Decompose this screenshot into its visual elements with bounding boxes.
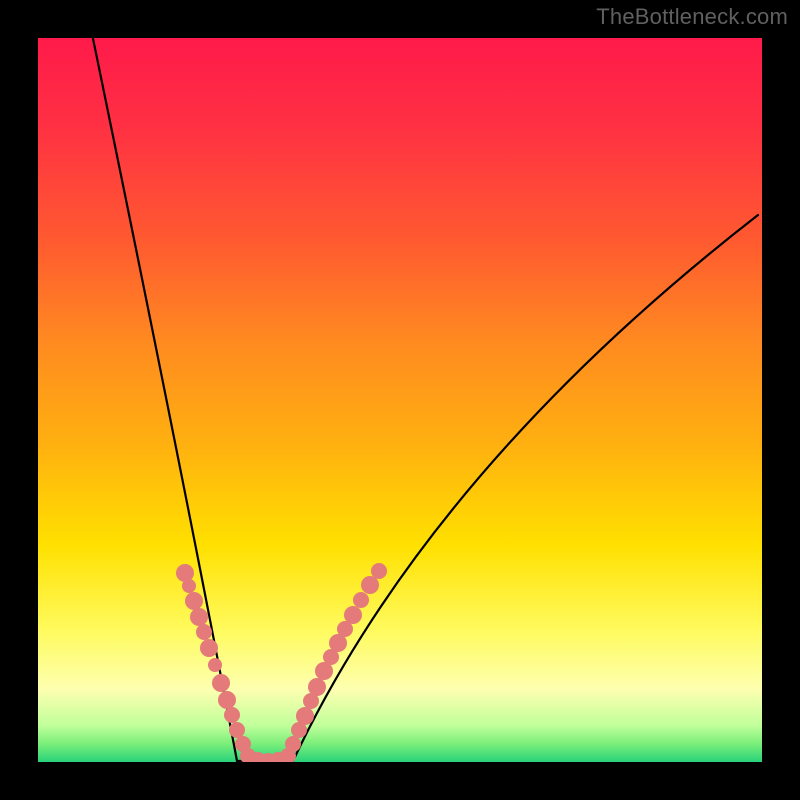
highlight-dot (196, 624, 212, 640)
gradient-plot-area (38, 38, 762, 762)
chart-container: TheBottleneck.com (0, 0, 800, 800)
highlight-dot (296, 707, 314, 725)
highlight-dot (208, 658, 222, 672)
watermark-text: TheBottleneck.com (596, 4, 788, 30)
highlight-dot (182, 579, 196, 593)
bottleneck-v-curve-chart (0, 0, 800, 800)
highlight-dot (200, 639, 218, 657)
highlight-dot (371, 563, 387, 579)
highlight-dot (353, 592, 369, 608)
highlight-dot (285, 736, 301, 752)
highlight-dot (361, 576, 379, 594)
highlight-dot (218, 691, 236, 709)
highlight-dot (229, 722, 245, 738)
highlight-dot (212, 674, 230, 692)
highlight-dot (190, 608, 208, 626)
highlight-dot (185, 592, 203, 610)
highlight-dot (176, 564, 194, 582)
highlight-dot (308, 678, 326, 696)
highlight-dot (344, 606, 362, 624)
highlight-dot (224, 707, 240, 723)
